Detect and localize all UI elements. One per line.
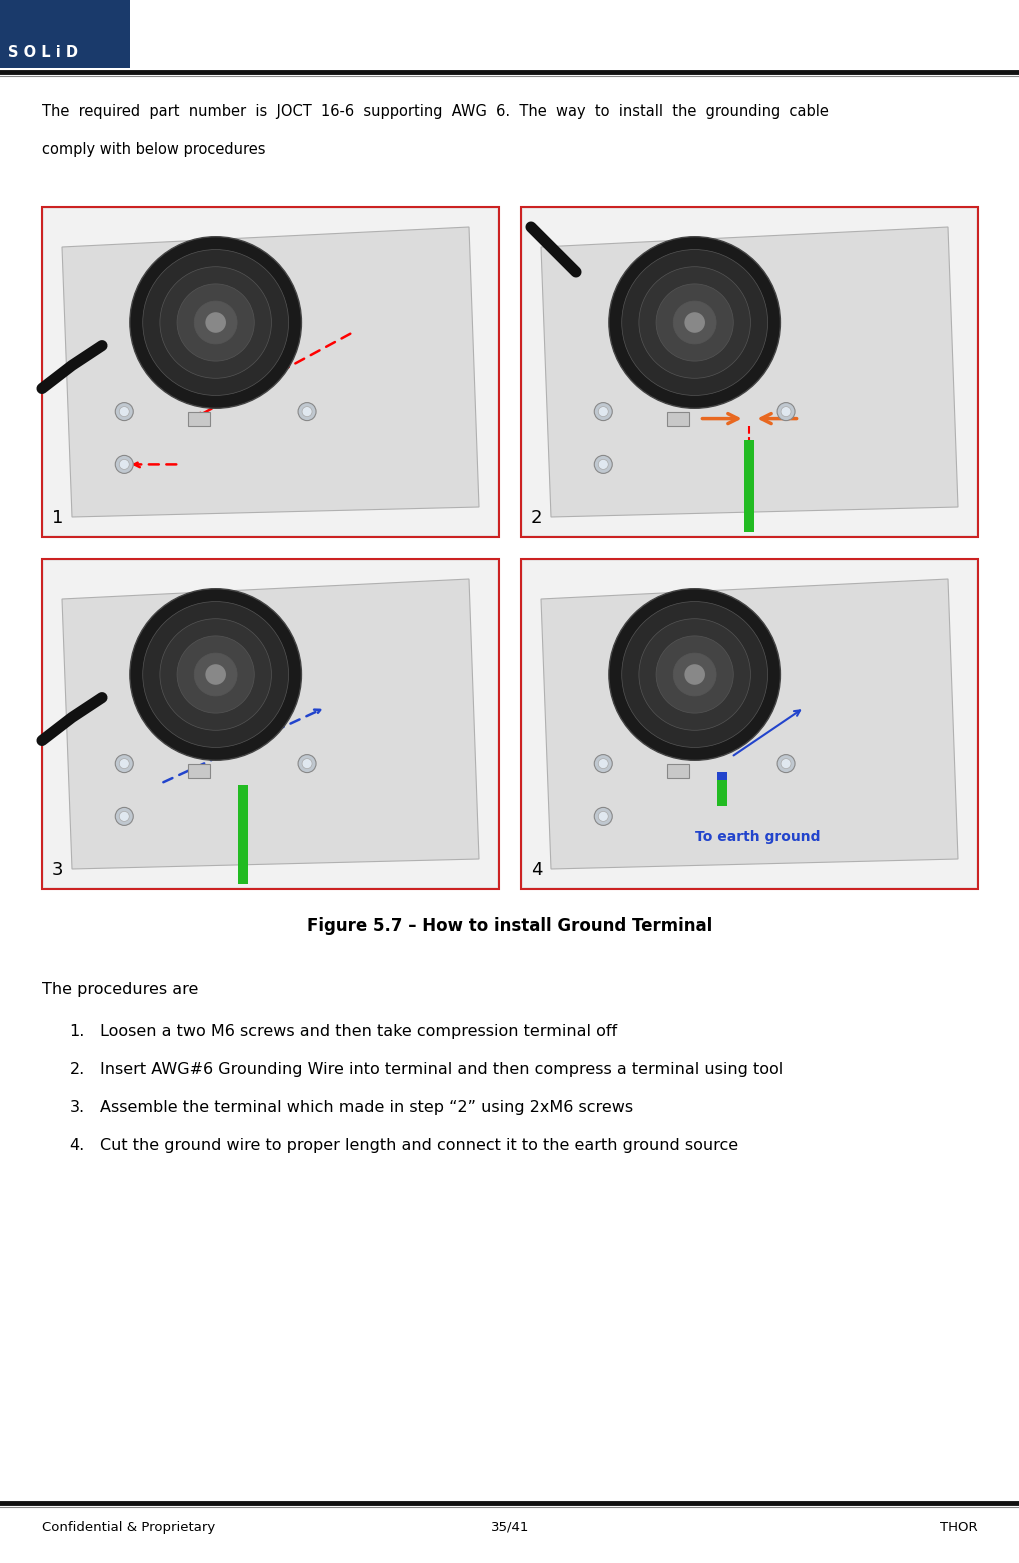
Circle shape <box>776 403 794 420</box>
Circle shape <box>594 403 611 420</box>
Circle shape <box>655 284 733 361</box>
Circle shape <box>119 460 129 469</box>
Text: S O L i D: S O L i D <box>8 45 77 59</box>
Bar <box>666 411 689 425</box>
Text: 4: 4 <box>531 861 542 878</box>
Polygon shape <box>62 578 479 869</box>
Circle shape <box>115 403 133 420</box>
Bar <box>189 411 210 425</box>
Text: THOR: THOR <box>940 1521 977 1533</box>
Circle shape <box>598 406 607 417</box>
Circle shape <box>608 589 780 760</box>
Text: 35/41: 35/41 <box>490 1521 529 1533</box>
Circle shape <box>129 589 302 760</box>
Circle shape <box>119 758 129 769</box>
Circle shape <box>684 313 704 333</box>
Polygon shape <box>62 227 479 517</box>
Circle shape <box>673 302 715 344</box>
Text: Loosen a two M6 screws and then take compression terminal off: Loosen a two M6 screws and then take com… <box>100 1024 616 1039</box>
Circle shape <box>781 758 791 769</box>
Circle shape <box>177 636 254 713</box>
Circle shape <box>598 460 607 469</box>
Text: 2: 2 <box>531 510 542 527</box>
Circle shape <box>302 758 312 769</box>
Circle shape <box>115 808 133 825</box>
Circle shape <box>608 236 780 408</box>
Circle shape <box>594 808 611 825</box>
Bar <box>189 764 210 778</box>
Circle shape <box>638 619 750 730</box>
Circle shape <box>177 284 254 361</box>
Text: Figure 5.7 – How to install Ground Terminal: Figure 5.7 – How to install Ground Termi… <box>307 917 712 935</box>
Circle shape <box>594 755 611 772</box>
Text: The  required  part  number  is  JOCT  16-6  supporting  AWG  6.  The  way  to  : The required part number is JOCT 16-6 su… <box>42 105 828 119</box>
Circle shape <box>194 653 236 696</box>
Bar <box>716 772 727 780</box>
Text: 3.: 3. <box>70 1100 85 1114</box>
Text: 4.: 4. <box>69 1138 85 1153</box>
Circle shape <box>302 406 312 417</box>
Text: 2.: 2. <box>69 1061 85 1077</box>
Circle shape <box>673 653 715 696</box>
Text: 3: 3 <box>52 861 63 878</box>
Circle shape <box>638 267 750 378</box>
Bar <box>716 778 727 805</box>
Text: 1: 1 <box>52 510 63 527</box>
Circle shape <box>622 602 767 747</box>
Bar <box>42 560 498 889</box>
Bar <box>42 206 498 538</box>
Text: Confidential & Proprietary: Confidential & Proprietary <box>42 1521 215 1533</box>
Text: Cut the ground wire to proper length and connect it to the earth ground source: Cut the ground wire to proper length and… <box>100 1138 738 1153</box>
Circle shape <box>684 664 704 685</box>
Circle shape <box>115 455 133 474</box>
Circle shape <box>205 313 226 333</box>
Bar <box>521 560 977 889</box>
Bar <box>44 209 496 535</box>
Circle shape <box>622 250 767 395</box>
Circle shape <box>594 455 611 474</box>
Circle shape <box>119 811 129 822</box>
Circle shape <box>115 755 133 772</box>
Bar <box>523 209 975 535</box>
Circle shape <box>598 811 607 822</box>
Text: Assemble the terminal which made in step “2” using 2xM6 screws: Assemble the terminal which made in step… <box>100 1100 633 1114</box>
Circle shape <box>160 267 271 378</box>
Circle shape <box>143 602 288 747</box>
Circle shape <box>655 636 733 713</box>
Circle shape <box>298 403 316 420</box>
Circle shape <box>119 406 129 417</box>
Text: comply with below procedures: comply with below procedures <box>42 142 265 156</box>
Text: The procedures are: The procedures are <box>42 982 198 997</box>
Circle shape <box>781 406 791 417</box>
Circle shape <box>143 250 288 395</box>
Circle shape <box>129 236 302 408</box>
Polygon shape <box>540 227 957 517</box>
Bar <box>44 561 496 886</box>
Bar <box>521 206 977 538</box>
Bar <box>0 0 129 69</box>
Circle shape <box>205 664 226 685</box>
Circle shape <box>194 302 236 344</box>
Polygon shape <box>540 578 957 869</box>
Bar <box>666 764 689 778</box>
Text: 1.: 1. <box>69 1024 85 1039</box>
Bar <box>237 785 248 885</box>
Text: To earth ground: To earth ground <box>694 830 819 844</box>
Circle shape <box>160 619 271 730</box>
Circle shape <box>598 758 607 769</box>
Bar <box>523 561 975 886</box>
Bar <box>744 439 754 531</box>
Text: Insert AWG#6 Grounding Wire into terminal and then compress a terminal using too: Insert AWG#6 Grounding Wire into termina… <box>100 1061 783 1077</box>
Circle shape <box>776 755 794 772</box>
Circle shape <box>298 755 316 772</box>
